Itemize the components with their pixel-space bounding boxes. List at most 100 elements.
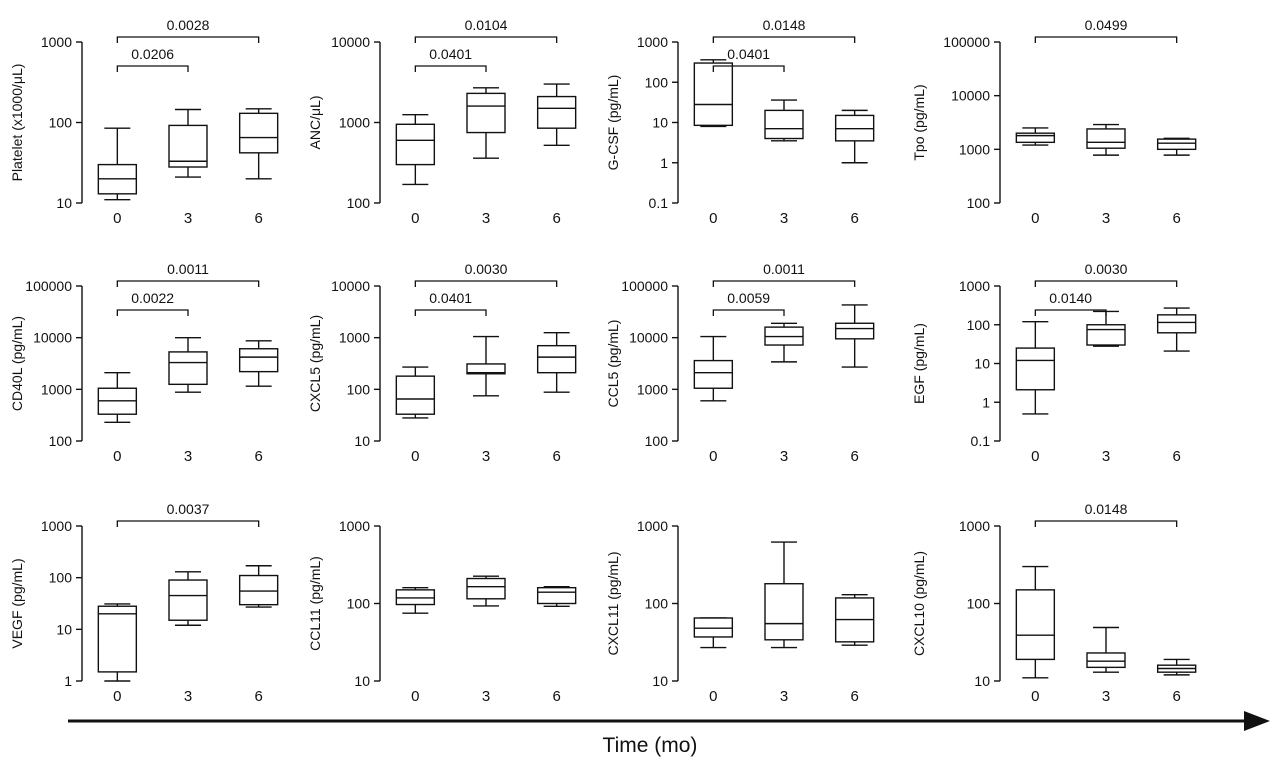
p-value-label: 0.0022 [131, 290, 174, 306]
significance-bracket [414, 280, 558, 287]
chart-panel: 100 1000 10000 ANC/μL) 0 3 6 0.0104 0.0401 [307, 17, 577, 227]
p-value-label: 0.0011 [763, 261, 805, 277]
y-tick-label: 100000 [621, 278, 668, 294]
x-tick-label: 3 [780, 448, 788, 465]
x-tick-label: 6 [850, 688, 858, 705]
box-mark [1086, 626, 1126, 673]
box-mark [395, 586, 436, 614]
p-value-label: 0.0148 [1085, 501, 1128, 517]
significance-bracket [712, 280, 856, 287]
y-tick-label: 10 [354, 433, 370, 449]
chart-panel: 100 1000 10000 100000 CD40L (pg/mL) 0 3 6 0.0011… [9, 261, 279, 465]
x-tick-label: 3 [1102, 448, 1110, 465]
y-tick-label: 1000 [339, 115, 370, 131]
y-axis-title: G-CSF (pg/mL) [605, 75, 621, 171]
x-tick-label: 3 [184, 210, 192, 227]
box-mark [168, 108, 208, 178]
p-value-label: 0.0401 [429, 290, 472, 306]
box-mark [536, 585, 577, 608]
x-tick-label: 0 [1031, 210, 1039, 227]
box-iqr [168, 124, 208, 168]
x-tick-label: 0 [113, 688, 121, 705]
box-iqr [764, 109, 804, 140]
x-tick-label: 0 [1031, 448, 1039, 465]
x-tick-label: 6 [254, 210, 262, 227]
significance-bracket [116, 36, 260, 43]
box-iqr [1086, 652, 1126, 669]
x-tick-label: 6 [552, 448, 560, 465]
y-tick-label: 1000 [637, 34, 668, 50]
box-mark [1156, 658, 1197, 676]
p-value-label: 0.0206 [131, 46, 174, 62]
box-mark [536, 331, 577, 393]
y-tick-label: 10 [652, 115, 668, 131]
box-mark [764, 99, 804, 142]
box-mark [168, 571, 208, 626]
box-iqr [97, 605, 138, 673]
y-tick-label: 1000 [339, 330, 370, 346]
x-tick-label: 3 [1102, 688, 1110, 705]
y-axis-title: ANC/μL) [307, 96, 323, 150]
box-iqr [395, 375, 436, 415]
box-mark [466, 335, 506, 397]
box-mark [1015, 565, 1056, 679]
y-tick-label: 1 [64, 673, 72, 689]
y-tick-label: 10 [974, 673, 990, 689]
significance-bracket [712, 36, 856, 43]
box-iqr [536, 586, 577, 605]
box-mark [693, 335, 734, 402]
box-mark [1015, 127, 1056, 146]
arrow-head-icon [1244, 711, 1270, 731]
x-tick-label: 0 [709, 210, 717, 227]
x-tick-label: 6 [1172, 210, 1180, 227]
box-iqr [168, 579, 208, 621]
box-iqr [466, 92, 506, 134]
chart-panel: 0.1 1 10 100 1000 EGF (pg/mL) 0 3 6 0.0030 0.0140 [911, 261, 1197, 465]
y-tick-label: 10000 [33, 330, 72, 346]
y-tick-label: 1 [982, 394, 990, 410]
p-value-label: 0.0030 [465, 261, 508, 277]
p-value-label: 0.0499 [1085, 17, 1128, 33]
box-mark [834, 593, 875, 646]
box-iqr [1086, 128, 1126, 149]
box-mark [1086, 123, 1126, 156]
p-value-label: 0.0104 [465, 17, 508, 33]
x-tick-label: 6 [552, 210, 560, 227]
box-iqr [1015, 132, 1056, 144]
y-tick-label: 1000 [637, 381, 668, 397]
y-tick-label: 10 [56, 621, 72, 637]
x-tick-label: 0 [411, 688, 419, 705]
significance-bracket [414, 309, 487, 316]
y-tick-label: 100 [967, 596, 991, 612]
box-mark [693, 59, 734, 128]
y-axis-title: CCL11 (pg/mL) [307, 556, 323, 651]
chart-panel: 0.1 1 10 100 1000 G-CSF (pg/mL) 0 3 6 0.0148 0.040… [605, 17, 875, 227]
x-tick-label: 6 [254, 688, 262, 705]
y-axis-title: Platelet (x1000/μL) [9, 64, 25, 182]
box-mark [693, 617, 734, 649]
p-value-label: 0.0011 [167, 261, 209, 277]
x-tick-label: 3 [1102, 210, 1110, 227]
y-tick-label: 100 [645, 433, 669, 449]
y-axis-title: Tpo (pg/mL) [911, 84, 927, 160]
significance-bracket [712, 65, 785, 72]
box-mark [238, 565, 279, 608]
box-iqr [764, 583, 804, 641]
x-tick-label: 0 [411, 210, 419, 227]
p-value-label: 0.0401 [429, 46, 472, 62]
x-tick-label: 3 [184, 448, 192, 465]
y-axis-title: VEGF (pg/mL) [9, 558, 25, 648]
significance-bracket [1034, 309, 1107, 316]
y-tick-label: 100 [347, 381, 371, 397]
box-iqr [466, 363, 506, 375]
y-tick-label: 1000 [41, 518, 72, 534]
chart-panel: 100 1000 10000 100000 Tpo (pg/mL) 0 3 6 0.0499 [911, 17, 1197, 227]
box-iqr [1015, 347, 1056, 391]
x-tick-label: 6 [552, 688, 560, 705]
y-axis-title: CXCL11 (pg/mL) [605, 551, 621, 655]
x-tick-label: 0 [411, 448, 419, 465]
y-tick-label: 1000 [41, 34, 72, 50]
box-mark [1086, 310, 1126, 347]
